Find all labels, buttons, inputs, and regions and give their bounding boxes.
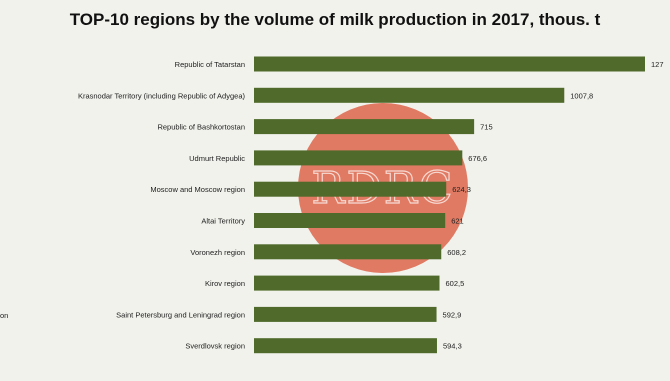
- category-label: Moscow and Moscow region: [150, 185, 245, 194]
- value-label: 621: [451, 217, 464, 226]
- bar-6: [254, 213, 446, 228]
- category-label: Udmurt Republic: [189, 154, 245, 163]
- category-label: Saint Petersburg and Leningrad region: [116, 310, 245, 319]
- value-label: 592,9: [443, 310, 462, 319]
- category-label: Krasnodar Territory (including Republic …: [78, 91, 246, 100]
- bar-8: [254, 275, 440, 291]
- category-label: Republic of Tatarstan: [175, 60, 245, 69]
- category-label: Voronezh region: [190, 248, 245, 257]
- bar-5: [254, 181, 447, 197]
- value-label: 127: [651, 60, 664, 69]
- value-label: 676,6: [468, 154, 487, 163]
- value-label: 715: [480, 123, 493, 132]
- category-label: Altai Territory: [201, 217, 245, 226]
- bar-4: [254, 150, 463, 166]
- value-label: 624,3: [452, 185, 471, 194]
- chart-title: TOP-10 regions by the volume of milk pro…: [69, 10, 601, 29]
- value-label: 608,2: [447, 248, 466, 257]
- bar-2: [254, 87, 565, 103]
- category-label: Kirov region: [205, 279, 245, 288]
- category-label: Sverdlovsk region: [185, 342, 245, 351]
- bar-10: [254, 338, 437, 354]
- value-label: 602,5: [445, 279, 464, 288]
- bar-9: [254, 306, 437, 322]
- value-label: 594,3: [443, 342, 462, 351]
- category-label: Republic of Bashkortostan: [157, 123, 245, 132]
- bar-1: [254, 56, 645, 72]
- value-label: 1007,8: [570, 91, 593, 100]
- stray-label: on: [0, 311, 8, 320]
- bar-7: [254, 244, 442, 260]
- bar-3: [254, 119, 475, 135]
